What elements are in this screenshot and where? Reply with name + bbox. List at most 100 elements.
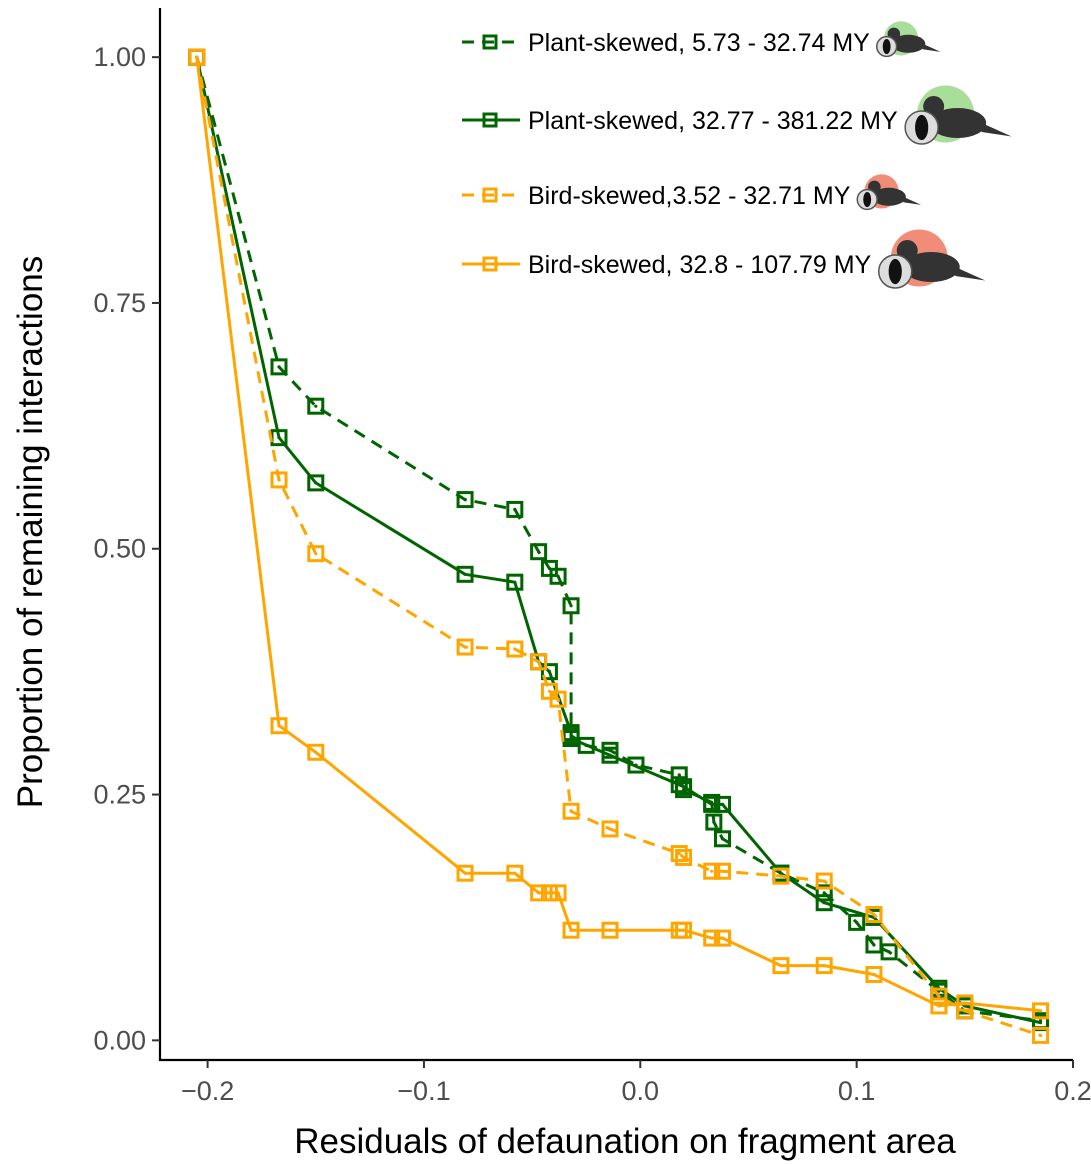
data-point [530, 884, 548, 902]
data-point-center [277, 436, 281, 440]
x-tick-label: 0.0 [622, 1076, 660, 1106]
data-point [307, 545, 325, 563]
data-point-center [681, 928, 686, 932]
y-ticks: 0.00 0.25 0.50 0.75 1.00 [93, 42, 160, 1055]
data-point-center [1038, 1009, 1043, 1013]
data-point-center [569, 736, 573, 741]
x-tick-label: 0.1 [838, 1076, 876, 1106]
y-axis-title: Proportion of remaining interactions [11, 256, 50, 809]
data-point-center [720, 802, 725, 806]
data-point [815, 872, 833, 890]
data-point [815, 957, 833, 975]
data-point [714, 929, 732, 947]
data-point-center [822, 964, 826, 968]
data-point [714, 830, 732, 848]
x-tick-label: −0.2 [181, 1076, 234, 1106]
data-point-center [556, 891, 560, 895]
data-point-center [822, 901, 826, 905]
data-point-center [937, 994, 941, 998]
y-tick-label: 0.25 [93, 780, 146, 810]
legend-label: Bird-skewed,3.52 - 32.71 MY [528, 182, 851, 210]
data-point-center [608, 827, 612, 831]
data-point-center [277, 724, 281, 728]
data-point [956, 994, 974, 1012]
series-line [195, 56, 1041, 1037]
legend: Plant-skewed, 5.73 - 32.74 MY Plant-skewe… [462, 21, 1012, 289]
data-point [714, 862, 732, 880]
data-point-center [277, 478, 281, 482]
x-axis-title: Residuals of defaunation on fragment are… [294, 1122, 956, 1161]
data-point [815, 884, 833, 902]
data-point-center [872, 972, 876, 977]
x-ticks: −0.2 −0.1 0.0 0.1 0.2 [181, 1060, 1091, 1106]
data-point-center [513, 507, 517, 512]
data-point [506, 640, 524, 658]
data-point-center [677, 851, 681, 856]
data-point [675, 848, 693, 866]
data-point-center [463, 572, 467, 576]
bird-with-seed-large-green-icon [904, 85, 1012, 145]
data-point [703, 929, 721, 947]
data-point-center [569, 604, 573, 608]
data-point [307, 397, 325, 415]
bird-with-seed-large-orange-icon [877, 229, 986, 289]
data-point-center [720, 869, 725, 873]
data-point-center [720, 936, 725, 940]
x-tick-label: −0.1 [397, 1076, 450, 1106]
legend-item-bird-skewed-32-8-107-79-my: Bird-skewed, 32.8 - 107.79 MY [462, 229, 986, 289]
data-point [270, 471, 288, 489]
legend-key-marker [482, 187, 498, 203]
data-point-center [822, 891, 826, 895]
data-point-center [712, 820, 716, 824]
y-tick-label: 0.75 [93, 288, 146, 318]
data-point [627, 756, 645, 774]
data-point-center [195, 55, 199, 59]
data-point-center [779, 874, 783, 878]
data-point [540, 884, 558, 902]
data-point-center [872, 943, 876, 947]
data-point-center [710, 936, 714, 940]
data-point-center [463, 497, 467, 502]
data-point [456, 638, 474, 656]
data-point [930, 997, 948, 1015]
data-point-center [569, 809, 573, 813]
data-point [1032, 1002, 1050, 1020]
data-point [506, 500, 524, 518]
data-point-center [608, 928, 612, 932]
data-point-center [779, 871, 783, 875]
data-point-center [513, 647, 517, 651]
data-point-center [855, 920, 859, 924]
data-point [670, 845, 688, 863]
data-point [549, 567, 567, 585]
data-point-center [710, 802, 714, 806]
data-point [848, 913, 866, 931]
data-point [270, 717, 288, 735]
data-point [675, 921, 693, 939]
data-point-center [314, 750, 318, 754]
y-tick-label: 1.00 [93, 42, 146, 72]
data-point [307, 743, 325, 761]
x-tick-label: 0.2 [1054, 1076, 1091, 1106]
data-point [530, 543, 548, 561]
data-point [307, 474, 325, 492]
legend-item-plant-skewed-32-77-381-22-my: Plant-skewed, 32.77 - 381.22 MY [462, 85, 1012, 145]
data-point [703, 795, 721, 813]
data-point [530, 653, 548, 671]
data-point [772, 957, 790, 975]
data-point-center [463, 871, 467, 875]
data-point [188, 48, 206, 66]
data-point-center [887, 950, 891, 954]
data-point [562, 597, 580, 615]
data-point [772, 867, 790, 885]
data-point-center [872, 912, 876, 917]
data-point [1032, 1026, 1050, 1044]
data-point-center [822, 879, 826, 883]
data-point-center [537, 891, 541, 895]
data-point [714, 795, 732, 813]
data-point [562, 921, 580, 939]
data-point [880, 943, 898, 961]
data-point [670, 776, 688, 794]
data-point-center [677, 773, 681, 777]
data-point-center [513, 580, 517, 584]
data-point-center [537, 660, 541, 664]
